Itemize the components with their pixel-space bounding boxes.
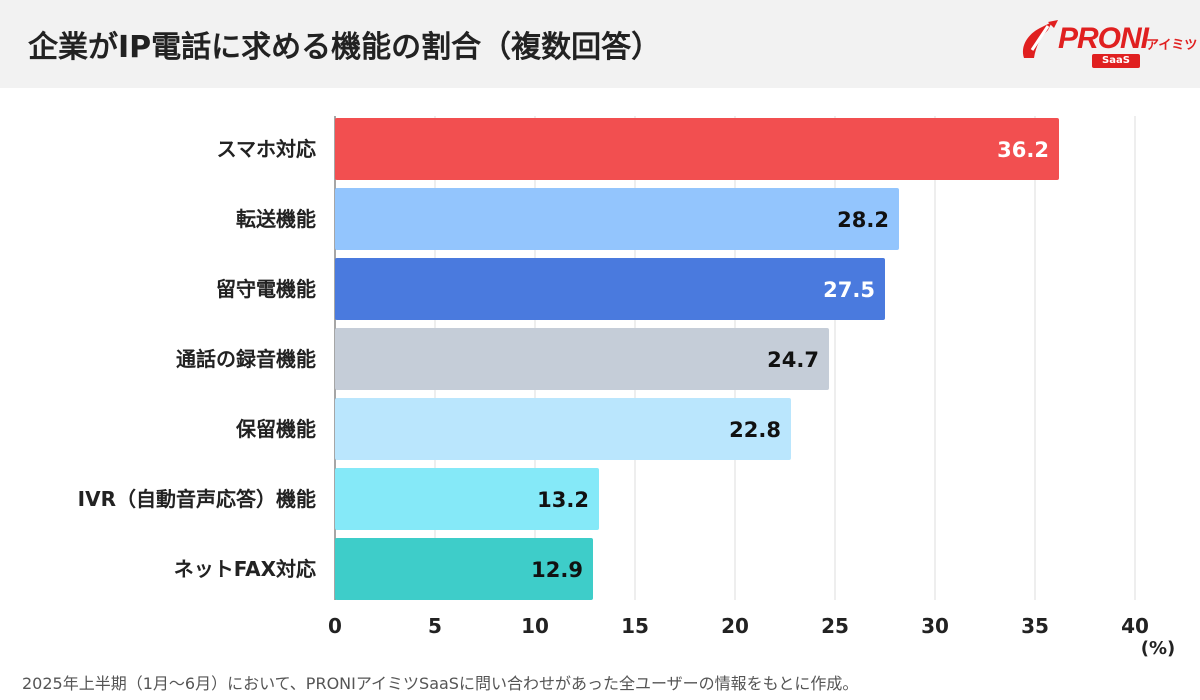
bar bbox=[335, 188, 899, 250]
brand-logo: PRONI アイミツ SaaS bbox=[1018, 18, 1197, 70]
logo-suffix: アイミツ bbox=[1146, 38, 1198, 53]
pen-nib-icon bbox=[1022, 20, 1058, 58]
value-label: 36.2 bbox=[997, 138, 1049, 162]
logo-sub: SaaS bbox=[1092, 54, 1140, 68]
chart-title: 企業がIP電話に求める機能の割合（複数回答） bbox=[28, 30, 662, 65]
logo-brand: PRONI bbox=[1058, 22, 1149, 55]
value-label: 27.5 bbox=[823, 278, 875, 302]
unit-label: (%) bbox=[1141, 638, 1176, 659]
value-label: 28.2 bbox=[837, 208, 889, 232]
bars bbox=[335, 118, 1059, 600]
category-label: スマホ対応 bbox=[217, 137, 316, 161]
tick-label: 0 bbox=[328, 614, 342, 638]
footnote: 2025年上半期（1月〜6月）において、PRONIアイミツSaaSに問い合わせが… bbox=[22, 674, 859, 693]
tick-label: 15 bbox=[621, 614, 649, 638]
category-label: 留守電機能 bbox=[216, 277, 316, 301]
value-label: 24.7 bbox=[767, 348, 819, 372]
category-label: 通話の録音機能 bbox=[176, 347, 316, 371]
tick-labels: 0 5 10 15 20 25 30 35 40 bbox=[328, 614, 1149, 638]
tick-label: 30 bbox=[921, 614, 949, 638]
tick-label: 35 bbox=[1021, 614, 1049, 638]
value-label: 12.9 bbox=[531, 558, 583, 582]
tick-label: 40 bbox=[1121, 614, 1149, 638]
category-label: ネットFAX対応 bbox=[174, 557, 316, 581]
tick-label: 20 bbox=[721, 614, 749, 638]
bar bbox=[335, 398, 791, 460]
tick-label: 10 bbox=[521, 614, 549, 638]
category-label: 転送機能 bbox=[236, 207, 316, 231]
bar bbox=[335, 118, 1059, 180]
bar bbox=[335, 538, 593, 600]
header: 企業がIP電話に求める機能の割合（複数回答） PRONI アイミツ SaaS bbox=[0, 0, 1200, 88]
tick-label: 5 bbox=[428, 614, 442, 638]
value-labels: 36.2 28.2 27.5 24.7 22.8 13.2 12.9 bbox=[531, 138, 1049, 582]
category-label: IVR（自動音声応答）機能 bbox=[78, 487, 316, 511]
value-label: 13.2 bbox=[537, 488, 589, 512]
bar bbox=[335, 258, 885, 320]
value-label: 22.8 bbox=[729, 418, 781, 442]
tick-label: 25 bbox=[821, 614, 849, 638]
bar bbox=[335, 468, 599, 530]
category-label: 保留機能 bbox=[235, 417, 316, 441]
bar bbox=[335, 328, 829, 390]
